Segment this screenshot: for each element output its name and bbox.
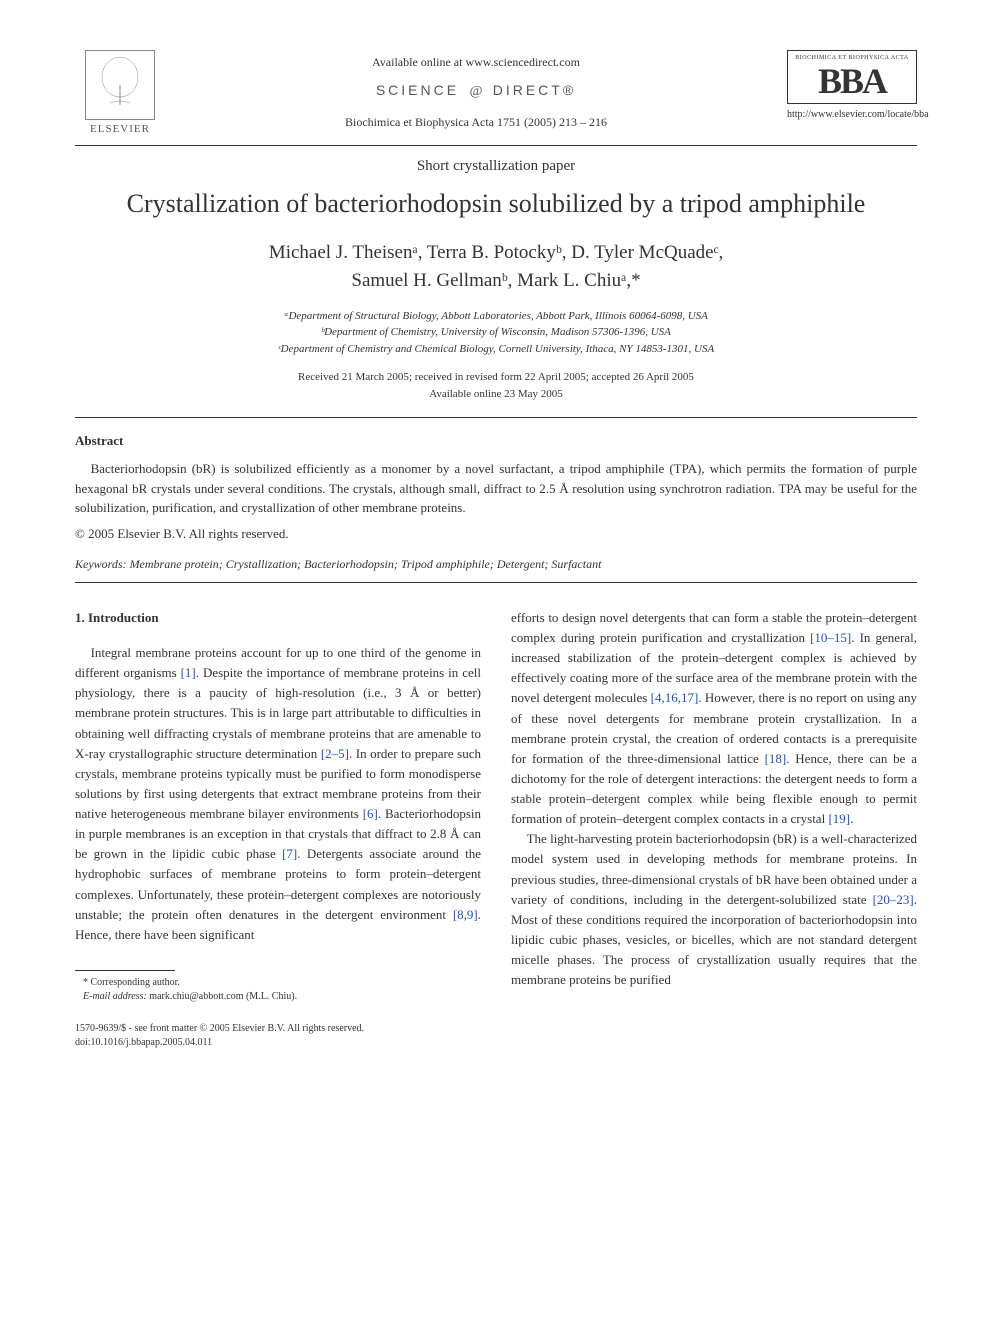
ref-link-18[interactable]: [18] — [765, 751, 787, 766]
ref-link-4-16-17[interactable]: [4,16,17] — [651, 690, 699, 705]
ref-link-10-15[interactable]: [10–15] — [810, 630, 851, 645]
paper-title: Crystallization of bacteriorhodopsin sol… — [75, 187, 917, 221]
affiliation-c: ᶜDepartment of Chemistry and Chemical Bi… — [75, 341, 917, 358]
email-address: mark.chiu@abbott.com (M.L. Chiu). — [149, 991, 297, 1002]
elsevier-logo: ELSEVIER — [75, 50, 165, 135]
available-online-text: Available online at www.sciencedirect.co… — [165, 55, 787, 70]
ref-link-8-9[interactable]: [8,9] — [453, 907, 478, 922]
body-columns: 1. Introduction Integral membrane protei… — [75, 608, 917, 1050]
bba-url: http://www.elsevier.com/locate/bba — [787, 109, 917, 120]
sciencedirect-right: DIRECT® — [493, 82, 576, 98]
intro-text-2e: . — [850, 811, 853, 826]
footer-doi: doi:10.1016/j.bbapap.2005.04.011 — [75, 1037, 212, 1048]
email-label: E-mail address: — [83, 991, 147, 1002]
elsevier-tree-icon — [85, 50, 155, 120]
intro-para-1-cont: efforts to design novel detergents that … — [511, 608, 917, 830]
authors-line-2: Samuel H. Gellmanᵇ, Mark L. Chiuᵃ,* — [351, 270, 640, 291]
keywords-text: Membrane protein; Crystallization; Bacte… — [130, 557, 602, 571]
dates-received: Received 21 March 2005; received in revi… — [298, 371, 694, 383]
footnote-separator — [75, 970, 175, 971]
abstract-heading: Abstract — [75, 433, 917, 449]
abstract-bottom-rule — [75, 582, 917, 583]
keywords: Keywords: Membrane protein; Crystallizat… — [75, 557, 917, 572]
affiliations: ᵃDepartment of Structural Biology, Abbot… — [75, 308, 917, 358]
copyright: © 2005 Elsevier B.V. All rights reserved… — [75, 526, 917, 542]
intro-text-3a: The light-harvesting protein bacteriorho… — [511, 831, 917, 906]
elsevier-label: ELSEVIER — [90, 123, 150, 135]
abstract-top-rule — [75, 417, 917, 418]
footer-issn: 1570-9639/$ - see front matter © 2005 El… — [75, 1023, 364, 1034]
abstract-text: Bacteriorhodopsin (bR) is solubilized ef… — [75, 459, 917, 518]
affiliation-a: ᵃDepartment of Structural Biology, Abbot… — [75, 308, 917, 325]
bba-logo: BIOCHIMICA ET BIOPHYSICA ACTA BBA http:/… — [787, 50, 917, 120]
bba-box: BIOCHIMICA ET BIOPHYSICA ACTA BBA — [787, 50, 917, 104]
affiliation-b: ᵇDepartment of Chemistry, University of … — [75, 324, 917, 341]
authors: Michael J. Theisenᵃ, Terra B. Potockyᵇ, … — [75, 239, 917, 296]
sciencedirect-left: SCIENCE — [376, 82, 459, 98]
sciencedirect-logo: SCIENCE @ DIRECT® — [165, 82, 787, 100]
dates: Received 21 March 2005; received in revi… — [75, 369, 917, 402]
center-header: Available online at www.sciencedirect.co… — [165, 50, 787, 130]
header-rule — [75, 145, 917, 146]
intro-para-1: Integral membrane proteins account for u… — [75, 643, 481, 945]
ref-link-19[interactable]: [19] — [828, 811, 850, 826]
ref-link-6[interactable]: [6] — [363, 806, 378, 821]
intro-para-2: The light-harvesting protein bacteriorho… — [511, 829, 917, 990]
corresponding-author: * Corresponding author. — [75, 976, 481, 990]
ref-link-2-5[interactable]: [2–5] — [321, 746, 349, 761]
journal-header: ELSEVIER Available online at www.science… — [75, 50, 917, 135]
journal-reference: Biochimica et Biophysica Acta 1751 (2005… — [165, 115, 787, 130]
ref-link-7[interactable]: [7] — [282, 846, 297, 861]
column-right: efforts to design novel detergents that … — [511, 608, 917, 1050]
bba-letters: BBA — [792, 63, 912, 99]
abstract-body: Bacteriorhodopsin (bR) is solubilized ef… — [75, 461, 917, 515]
keywords-label: Keywords: — [75, 557, 127, 571]
ref-link-1[interactable]: [1] — [181, 665, 196, 680]
footer: 1570-9639/$ - see front matter © 2005 El… — [75, 1022, 481, 1050]
column-left: 1. Introduction Integral membrane protei… — [75, 608, 481, 1050]
email-footnote: E-mail address: mark.chiu@abbott.com (M.… — [75, 990, 481, 1004]
paper-type: Short crystallization paper — [75, 158, 917, 175]
dates-online: Available online 23 May 2005 — [429, 388, 563, 400]
sciencedirect-at-icon: @ — [466, 84, 486, 99]
section-heading-intro: 1. Introduction — [75, 608, 481, 628]
authors-line-1: Michael J. Theisenᵃ, Terra B. Potockyᵇ, … — [269, 242, 723, 263]
ref-link-20-23[interactable]: [20–23] — [873, 892, 914, 907]
